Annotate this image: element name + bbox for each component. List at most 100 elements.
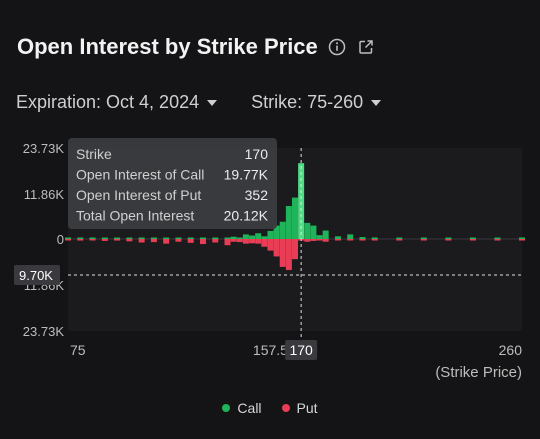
tooltip-label: Total Open Interest xyxy=(76,208,194,224)
call-bar xyxy=(255,233,262,239)
put-bar xyxy=(279,239,286,267)
put-bar xyxy=(163,239,170,244)
put-bar xyxy=(255,239,262,244)
x-tick-label: 260 xyxy=(499,342,523,358)
put-bar xyxy=(77,239,84,241)
tooltip-value: 20.12K xyxy=(224,208,269,224)
put-bar xyxy=(304,239,311,242)
call-bar xyxy=(126,237,133,239)
x-tick-label: 157.5 xyxy=(253,342,288,358)
call-color-dot xyxy=(222,404,231,412)
call-bar xyxy=(347,234,354,239)
put-bar xyxy=(469,239,476,241)
call-bar xyxy=(279,221,286,239)
legend-item-put[interactable]: Put xyxy=(281,400,318,416)
call-bar xyxy=(77,237,84,239)
call-bar xyxy=(138,237,145,239)
put-bar xyxy=(150,239,157,243)
put-bar xyxy=(261,239,268,247)
put-bar xyxy=(138,239,145,243)
call-bar xyxy=(65,237,71,239)
call-bar xyxy=(89,237,96,239)
call-bar xyxy=(175,237,182,239)
call-bar xyxy=(236,237,243,239)
put-bar xyxy=(126,239,133,242)
put-bar xyxy=(242,239,249,244)
tooltip-value: 170 xyxy=(245,146,269,162)
call-bar xyxy=(224,237,231,239)
put-bar xyxy=(89,239,96,241)
call-bar xyxy=(230,236,237,239)
call-bar xyxy=(371,237,378,239)
x-axis-label: (Strike Price) xyxy=(435,364,522,381)
tooltip-value: 352 xyxy=(245,187,269,203)
call-bar xyxy=(292,197,298,239)
call-bar xyxy=(298,163,305,239)
put-bar xyxy=(236,239,243,243)
call-bar xyxy=(359,237,366,239)
put-bar xyxy=(359,239,366,241)
put-bar xyxy=(316,239,323,241)
call-bar xyxy=(212,237,219,239)
y-tick-label: 23.73K xyxy=(23,141,65,156)
call-bar xyxy=(316,235,323,239)
y-tick-label: 0 xyxy=(57,232,64,247)
call-bar xyxy=(163,237,170,239)
put-bar xyxy=(175,239,182,242)
call-bar xyxy=(199,237,206,239)
put-bar xyxy=(187,239,194,243)
chevron-down-icon xyxy=(371,99,382,106)
put-bar xyxy=(396,239,403,241)
call-bar xyxy=(150,237,157,239)
share-icon[interactable] xyxy=(356,37,376,57)
call-bar xyxy=(396,237,403,239)
expiration-label: Expiration: Oct 4, 2024 xyxy=(16,92,200,112)
put-bar xyxy=(267,239,274,251)
put-bar xyxy=(371,239,378,241)
put-bar xyxy=(230,239,237,242)
crosshair-y-badge xyxy=(14,265,60,285)
call-bar xyxy=(267,230,274,239)
call-bar xyxy=(494,237,501,239)
strike-range-label: Strike: 75-260 xyxy=(251,92,364,112)
call-bar xyxy=(242,234,249,239)
put-bar xyxy=(65,239,71,241)
put-bar xyxy=(310,239,317,241)
put-bar xyxy=(347,239,354,241)
call-bar xyxy=(114,237,121,239)
call-bar xyxy=(310,225,317,239)
x-tick-label: 75 xyxy=(70,342,86,358)
call-bar xyxy=(469,237,476,239)
filters-row: Expiration: Oct 4, 2024 Strike: 75-260 xyxy=(16,92,382,113)
call-bar xyxy=(322,230,329,239)
title-row: Open Interest by Strike Price xyxy=(17,34,376,60)
call-bar xyxy=(273,225,280,239)
chart-legend: Call Put xyxy=(0,400,540,416)
put-color-dot xyxy=(281,404,290,412)
tooltip-label: Open Interest of Call xyxy=(76,167,204,183)
tooltip-label: Open Interest of Put xyxy=(76,187,201,203)
chevron-down-icon xyxy=(207,99,218,106)
tooltip-value: 19.77K xyxy=(224,167,269,183)
put-bar xyxy=(292,239,298,260)
put-bar xyxy=(273,239,280,257)
info-icon[interactable] xyxy=(327,37,347,57)
put-bar xyxy=(224,239,231,246)
crosshair-x-badge xyxy=(285,340,318,360)
legend-item-call[interactable]: Call xyxy=(222,400,262,416)
put-bar xyxy=(212,239,219,243)
page-title: Open Interest by Strike Price xyxy=(17,34,318,59)
strike-range-dropdown[interactable]: Strike: 75-260 xyxy=(251,92,382,113)
call-bar xyxy=(519,237,525,239)
expiration-dropdown[interactable]: Expiration: Oct 4, 2024 xyxy=(16,92,218,113)
crosshair-x-label: 170 xyxy=(289,342,313,358)
tooltip: Strike 170 Open Interest of Call 19.77K Open… xyxy=(68,138,277,229)
put-bar xyxy=(114,239,121,241)
call-bar xyxy=(249,235,256,239)
put-bar xyxy=(101,239,108,241)
put-bar xyxy=(445,239,452,241)
put-bar xyxy=(249,239,256,244)
call-bar xyxy=(304,222,311,239)
put-bar xyxy=(494,239,501,241)
